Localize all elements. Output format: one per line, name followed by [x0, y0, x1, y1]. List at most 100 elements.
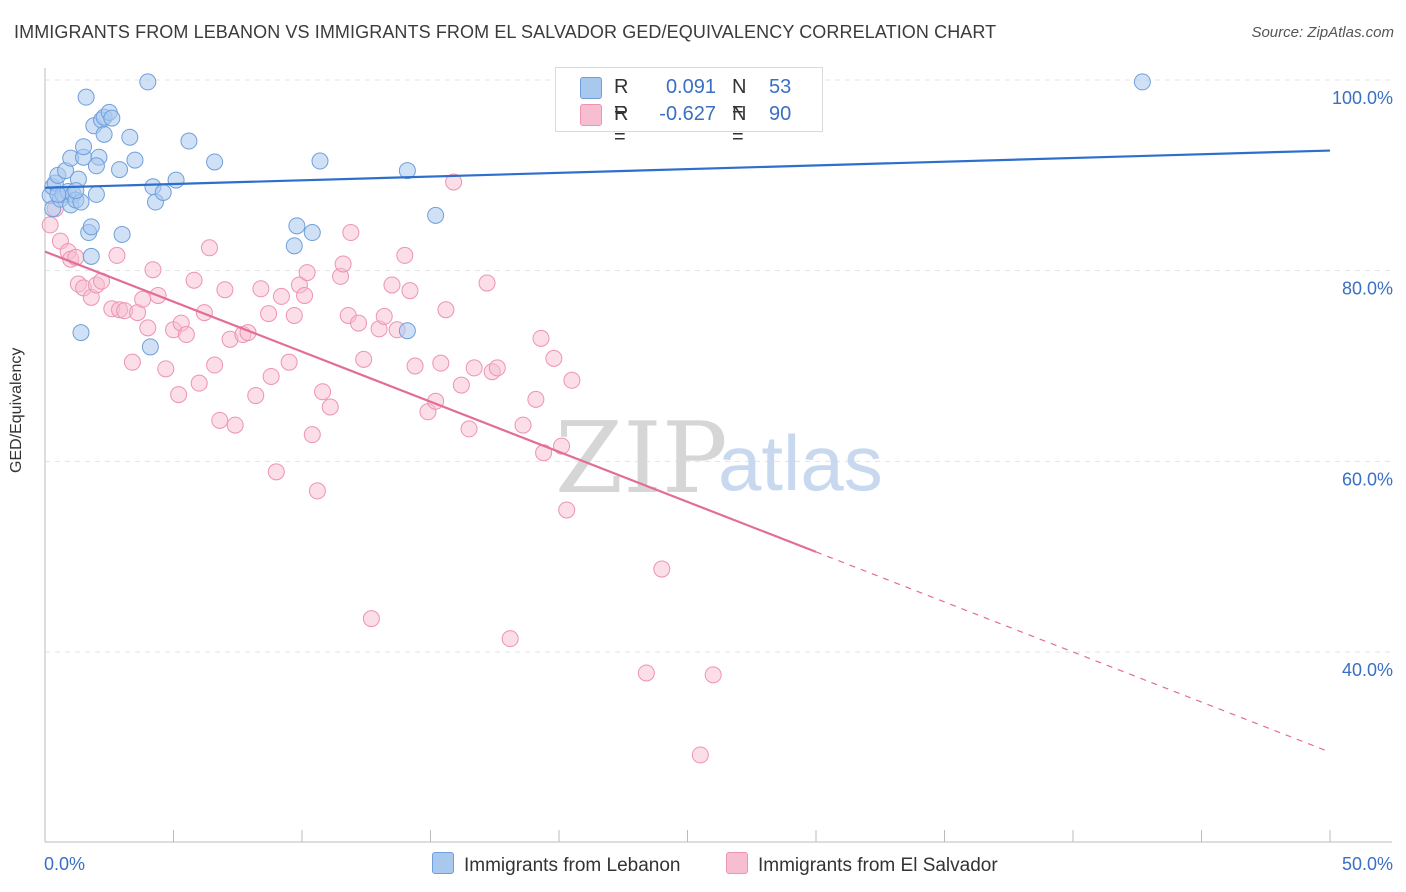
elsalvador-point	[637, 664, 655, 682]
elsalvador-point	[177, 326, 195, 344]
elsalvador-point	[653, 560, 671, 578]
elsalvador-point	[123, 353, 141, 371]
lebanon-point	[77, 88, 95, 106]
lebanon-point	[87, 157, 105, 175]
lebanon-point	[75, 138, 93, 156]
elsalvador-point	[501, 630, 519, 648]
lebanon-point	[180, 132, 198, 150]
elsalvador-point	[185, 271, 203, 289]
elsalvador-point	[267, 463, 285, 481]
lebanon-point	[141, 338, 159, 356]
elsalvador-point	[362, 610, 380, 628]
lebanon-point	[288, 217, 306, 235]
elsalvador-point	[437, 301, 455, 319]
elsalvador-point	[108, 246, 126, 264]
elsalvador-point	[527, 390, 545, 408]
elsalvador-point	[704, 666, 722, 684]
elsalvador-point	[260, 305, 278, 323]
lebanon-point	[126, 151, 144, 169]
y-tick-label: 100.0%	[1332, 88, 1393, 108]
lebanon-point	[303, 224, 321, 242]
elsalvador-point	[383, 276, 401, 294]
elsalvador-point	[280, 353, 298, 371]
lebanon-point	[167, 171, 185, 189]
legend-n-label: N =	[732, 103, 747, 148]
chart-title: IMMIGRANTS FROM LEBANON VS IMMIGRANTS FR…	[14, 22, 997, 42]
elsalvador-point	[298, 264, 316, 282]
elsalvador-point	[303, 426, 321, 444]
legend-item-elsalvador: Immigrants from El Salvador	[726, 852, 998, 877]
lebanon-legend-swatch	[432, 852, 454, 874]
legend-n-value-lebanon: 53	[769, 76, 792, 98]
watermark: ZIP atlas	[555, 402, 883, 516]
legend-n-label: N =	[732, 76, 747, 121]
legend-r-value-lebanon: 0.091	[665, 76, 716, 98]
elsalvador-point	[144, 261, 162, 279]
elsalvador-point	[406, 357, 424, 375]
lebanon-point	[206, 153, 224, 171]
lebanon-point	[82, 218, 100, 236]
elsalvador-swatch	[580, 104, 602, 126]
lebanon-point	[72, 324, 90, 342]
lebanon-point	[111, 161, 129, 179]
legend-n-value-elsalvador: 90	[769, 103, 792, 125]
elsalvador-point	[190, 374, 208, 392]
watermark-atlas: atlas	[718, 419, 883, 507]
elsalvador-point	[558, 501, 576, 519]
elsalvador-point	[401, 282, 419, 300]
lebanon-point	[49, 185, 67, 203]
y-tick-label: 80.0%	[1342, 279, 1393, 299]
legend-label-elsalvador: Immigrants from El Salvador	[758, 855, 998, 876]
lebanon-point	[398, 162, 416, 180]
lebanon-point	[427, 206, 445, 224]
watermark-zip: ZIP	[555, 402, 728, 516]
elsalvador-legend-swatch	[726, 852, 748, 874]
elsalvador-point	[545, 349, 563, 367]
x-tick-label-min: 0.0%	[44, 854, 85, 874]
elsalvador-point	[478, 274, 496, 292]
elsalvador-point	[514, 416, 532, 434]
legend-item-lebanon: Immigrants from Lebanon	[432, 852, 681, 877]
elsalvador-point	[488, 359, 506, 377]
x-tick-label-max: 50.0%	[1342, 854, 1393, 874]
lebanon-point	[154, 183, 172, 201]
elsalvador-point	[170, 386, 188, 404]
elsalvador-point	[157, 360, 175, 378]
lebanon-point	[67, 182, 85, 200]
elsalvador-point	[375, 307, 393, 325]
elsalvador-points	[41, 173, 722, 764]
elsalvador-point	[532, 329, 550, 347]
trend-lines	[44, 149, 1331, 753]
legend-r-label: R =	[614, 103, 629, 148]
elsalvador-point	[465, 359, 483, 377]
correlation-legend: R = 0.091 N = 53 R = -0.627 N = 90	[555, 67, 823, 148]
elsalvador-point	[334, 255, 352, 273]
grid-lines	[45, 79, 1392, 653]
elsalvador-point	[206, 356, 224, 374]
elsalvador-point	[308, 482, 326, 500]
elsalvador-point	[296, 286, 314, 304]
elsalvador-point	[226, 416, 244, 434]
elsalvador-point	[216, 281, 234, 299]
y-tick-label: 60.0%	[1342, 469, 1393, 489]
lebanon-points	[41, 73, 1151, 356]
tick-labels: 40.0% 60.0% 80.0% 100.0% 0.0% 50.0%	[44, 88, 1393, 874]
elsalvador-point	[252, 280, 270, 298]
elsalvador-point	[396, 246, 414, 264]
legend-r-label: R =	[614, 76, 629, 121]
elsalvador-point	[272, 287, 290, 305]
elsalvador-point	[563, 371, 581, 389]
lebanon-trend-line	[44, 149, 1331, 189]
lebanon-point	[82, 247, 100, 265]
lebanon-point	[285, 237, 303, 255]
source-label: Source: ZipAtlas.com	[1251, 24, 1394, 41]
lebanon-point	[95, 125, 113, 143]
y-tick-label: 40.0%	[1342, 660, 1393, 680]
lebanon-point	[1133, 73, 1151, 91]
lebanon-point	[103, 109, 121, 127]
lebanon-swatch	[580, 77, 602, 99]
legend-label-lebanon: Immigrants from Lebanon	[464, 855, 681, 876]
lebanon-point	[311, 152, 329, 170]
elsalvador-point	[262, 367, 280, 385]
